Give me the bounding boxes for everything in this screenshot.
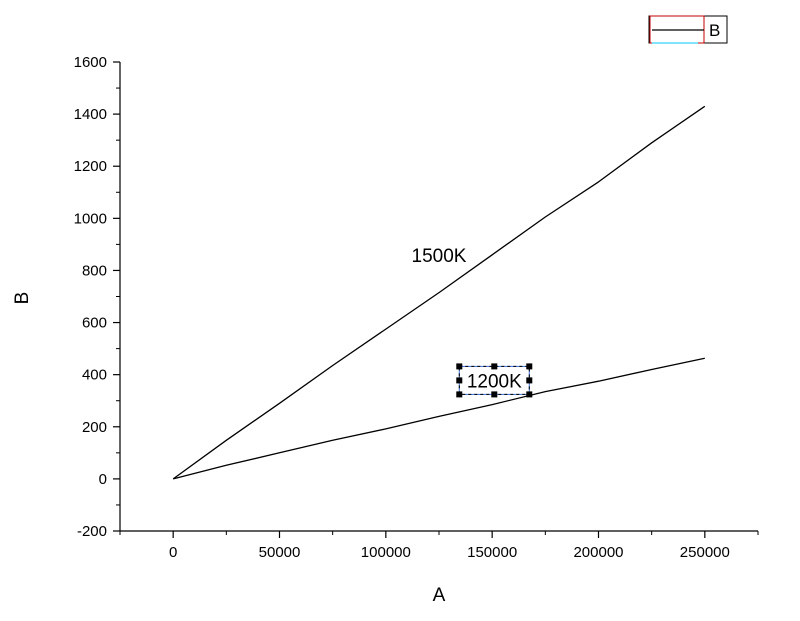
y-tick-label: 1600 — [74, 54, 107, 71]
selection-handle[interactable] — [456, 363, 463, 370]
selection-handle[interactable] — [526, 377, 533, 384]
y-tick-label: 600 — [82, 315, 107, 332]
x-tick-label: 100000 — [361, 544, 411, 561]
y-tick-label: -200 — [77, 523, 107, 540]
selection-handle[interactable] — [456, 377, 463, 384]
annotation-1200k[interactable]: 1200K — [456, 363, 533, 398]
legend-label: B — [709, 21, 720, 40]
x-axis: 0 50000 100000 150000 200000 250000 — [119, 530, 759, 561]
series-line-2[interactable] — [173, 357, 705, 480]
y-tick-label: 0 — [99, 471, 107, 488]
annotations: 1500K 1200K — [412, 246, 533, 398]
annotation-label: 1200K — [467, 371, 522, 392]
annotation-1500k[interactable]: 1500K — [412, 246, 467, 267]
y-axis: -200 0 200 400 600 800 1000 1200 1400 1600 — [74, 54, 121, 540]
series-layer — [172, 105, 706, 480]
selection-handle[interactable] — [526, 363, 533, 370]
selection-handle[interactable] — [456, 391, 463, 398]
y-tick-label: 1000 — [74, 210, 107, 227]
selection-handle[interactable] — [526, 391, 533, 398]
y-tick-label: 800 — [82, 262, 107, 279]
x-tick-label: 250000 — [680, 544, 730, 561]
legend[interactable]: B — [648, 15, 728, 44]
annotation-label: 1500K — [412, 246, 467, 267]
x-tick-label: 150000 — [467, 544, 517, 561]
y-axis-title: B — [12, 292, 33, 305]
y-ticks: -200 0 200 400 600 800 1000 1200 1400 1600 — [74, 54, 120, 540]
x-tick-label: 0 — [169, 544, 177, 561]
x-tick-label: 200000 — [573, 544, 623, 561]
selection-handle[interactable] — [491, 363, 498, 370]
y-tick-label: 400 — [82, 367, 107, 384]
series-line-1[interactable] — [172, 105, 706, 480]
y-tick-label: 200 — [82, 419, 107, 436]
y-tick-label: 1200 — [74, 158, 107, 175]
selection-handle[interactable] — [491, 391, 498, 398]
x-tick-label: 50000 — [259, 544, 301, 561]
x-ticks: 0 50000 100000 150000 200000 250000 — [119, 531, 759, 561]
x-axis-title: A — [433, 585, 446, 606]
y-tick-label: 1400 — [74, 106, 107, 123]
